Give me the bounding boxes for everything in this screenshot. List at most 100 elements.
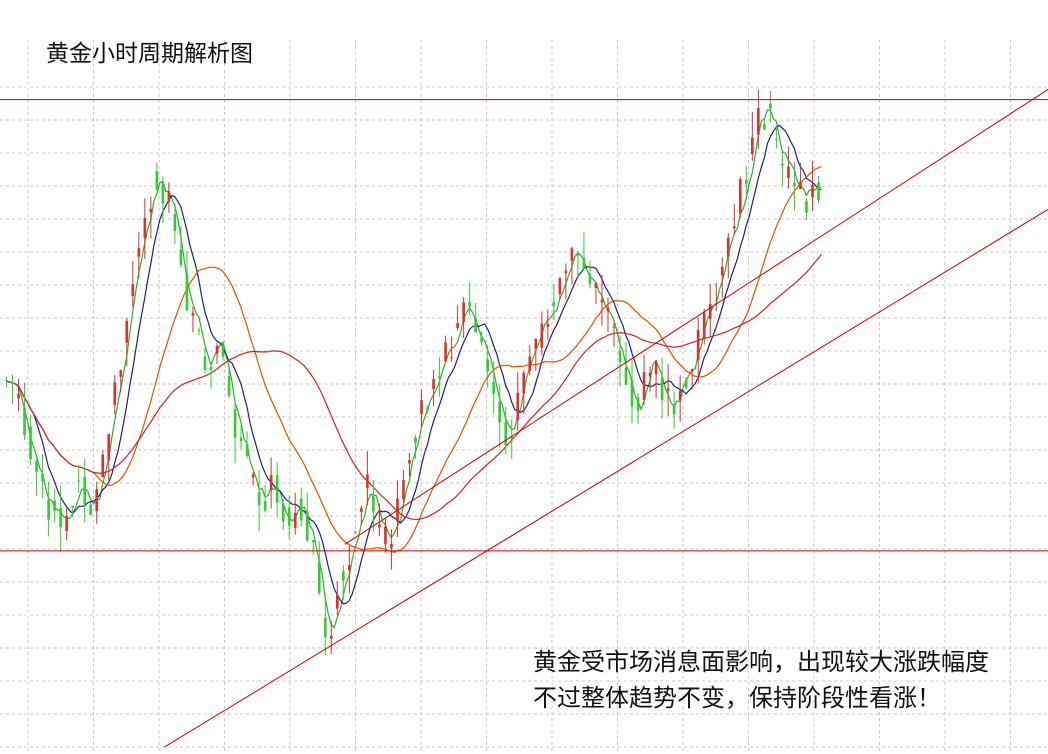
candle-body [342,571,345,581]
candle-body [366,474,369,489]
candle-body [805,201,808,213]
candle-body [468,302,471,307]
candle-body [666,388,670,391]
candle-body [161,182,165,204]
candle-body [757,108,760,135]
candle-body [570,248,574,261]
candle-body [696,329,700,360]
candle-body [684,379,688,388]
candle-body [143,217,147,239]
moving-average-layer [6,109,822,629]
candle-body [65,516,68,531]
candle-body [408,460,411,464]
candle-body [299,498,303,521]
candle-body [59,508,62,528]
candle-body [11,382,14,384]
chart-title: 黄金小时周期解析图 [46,41,253,67]
candle-body [600,299,604,303]
candle-body [474,318,477,333]
candle-body [329,635,333,639]
candle-body [191,312,195,316]
candle-body [642,372,646,400]
candle-body [438,375,441,379]
candle-body [179,249,183,265]
candle-body [257,491,261,506]
candle-body [323,617,327,638]
candle-body [167,191,171,202]
candle-body [251,474,255,478]
candle-body [751,137,754,155]
trendline-upper-trend [344,89,1048,545]
candle-body [269,475,273,491]
candle-body [534,338,538,350]
candle-body [486,359,489,371]
candle-body [71,505,74,508]
candle-body [185,273,189,311]
candle-body [558,278,562,294]
candle-body [390,543,393,549]
candle-body [432,379,435,390]
candle-body [5,380,8,382]
candle-body [510,435,514,441]
candle-body [420,400,423,415]
candle-body [624,367,628,385]
candle-body [811,185,814,197]
candle-body [311,540,315,543]
candle-body [745,179,748,184]
candle-body [775,138,778,140]
candle-body [702,312,706,339]
candle-body [402,480,405,500]
candle-body [769,104,772,109]
candle-body [173,214,177,232]
candle-body [516,393,520,421]
candle-body [588,274,592,284]
trendline-lower-trend [164,208,1048,748]
candle-body [799,181,802,189]
candle-body [672,405,676,415]
candle-body [348,565,351,571]
candle-body [293,513,297,528]
candle-body [137,248,141,257]
candle-body [606,307,610,312]
candle-body [678,390,682,401]
candle-body [233,408,237,438]
candle-body [456,323,459,329]
ma-long2-line [6,253,822,521]
candle-body [787,166,790,178]
candle-body [215,345,219,354]
candle-body [131,284,135,297]
candle-body [360,508,363,512]
candle-body [17,393,20,399]
candle-body [708,303,712,319]
candle-body [636,397,640,411]
candle-body [594,282,598,288]
candle-body [817,182,820,201]
candle-body [245,444,249,456]
candle-body [125,320,129,343]
candle-body [522,372,526,394]
candle-body [29,426,32,460]
candle-body [546,323,550,327]
candle-body [53,500,56,511]
candle-body [263,501,267,511]
candle-body [660,377,664,401]
candle-body [149,208,153,213]
candle-body [221,343,225,357]
candle-body [107,434,111,461]
candle-body [89,504,93,515]
candle-body [239,437,243,442]
candle-body [720,266,724,276]
candle-body [793,182,796,187]
candle-body [317,561,321,593]
candle-body [305,512,309,541]
candle-body [227,376,231,396]
candle-body [197,329,201,331]
candle-body [203,356,207,371]
candle-body [732,226,736,229]
candle-body [648,372,652,377]
candle-body [450,357,453,359]
candle-body [101,454,105,478]
candle-body [209,366,213,370]
candle-body [378,524,381,528]
candle-body [612,326,616,328]
